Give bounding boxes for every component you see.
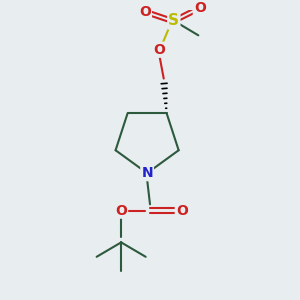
Text: N: N xyxy=(141,166,153,180)
Text: O: O xyxy=(139,5,151,19)
Text: O: O xyxy=(176,204,188,218)
Text: O: O xyxy=(115,204,127,218)
Text: O: O xyxy=(154,43,165,57)
Text: O: O xyxy=(194,1,206,15)
Text: S: S xyxy=(168,14,179,28)
